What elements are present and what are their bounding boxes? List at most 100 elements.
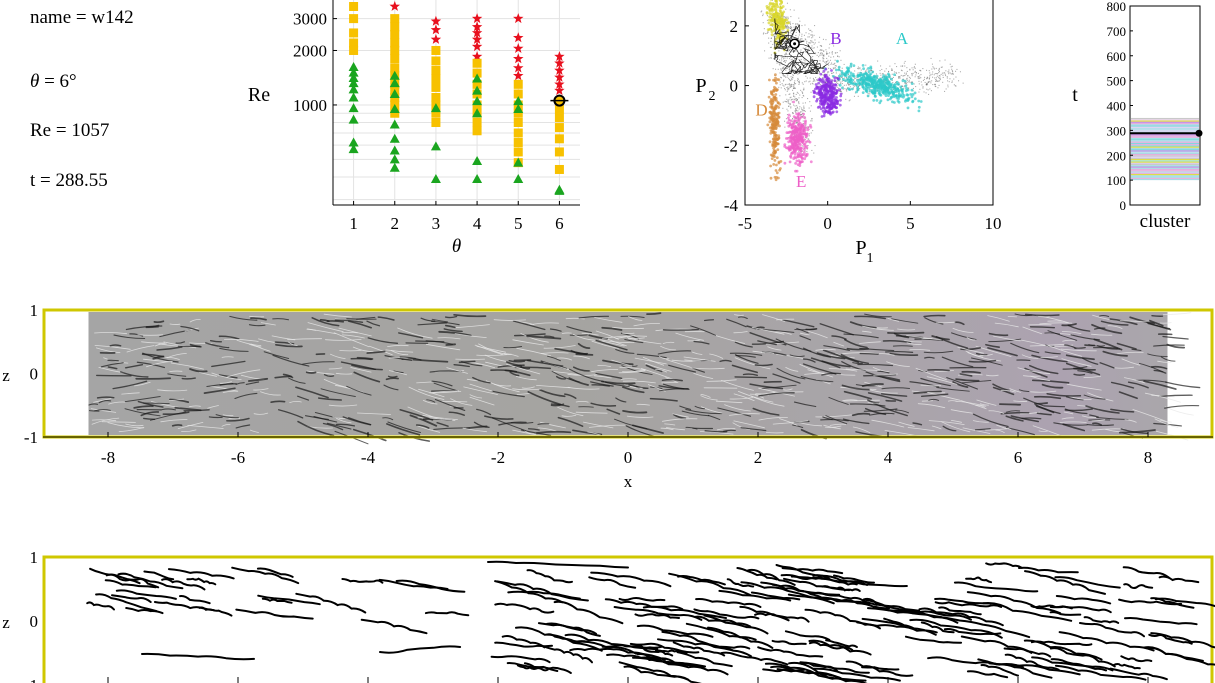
texture-stroke xyxy=(121,392,140,395)
texture-stroke xyxy=(765,432,784,434)
cluster-point xyxy=(827,110,831,114)
gray-point xyxy=(780,47,782,49)
texture-stroke xyxy=(591,340,619,349)
texture-stroke xyxy=(272,318,290,321)
cluster-point xyxy=(835,68,838,72)
texture-stroke xyxy=(693,373,714,379)
texture-stroke xyxy=(1073,373,1086,376)
gray-point xyxy=(779,59,781,61)
texture-stroke xyxy=(906,335,942,341)
texture-stroke xyxy=(734,341,753,348)
gray-point xyxy=(804,150,806,152)
texture-stroke xyxy=(250,429,259,433)
texture-stroke xyxy=(1132,409,1166,422)
gray-point xyxy=(769,46,771,48)
gray-point xyxy=(926,69,928,71)
cluster-point xyxy=(804,120,807,124)
texture-stroke xyxy=(598,339,635,343)
texture-stroke xyxy=(800,376,834,383)
gray-point xyxy=(783,16,785,18)
cluster-point xyxy=(907,97,911,100)
texture-stroke xyxy=(988,332,1009,337)
streak-line xyxy=(965,576,993,584)
gray-point xyxy=(784,57,786,59)
gray-point xyxy=(840,59,842,61)
gray-point xyxy=(790,86,792,88)
texture-stroke xyxy=(96,396,115,399)
gray-point xyxy=(771,0,773,1)
gray-point xyxy=(789,49,791,51)
texture-stroke xyxy=(203,387,236,394)
texture-stroke xyxy=(282,373,294,379)
texture-stroke xyxy=(626,415,654,418)
y-tick-label: 200 xyxy=(1107,148,1127,163)
x-axis-label: cluster xyxy=(1140,211,1191,232)
texture-stroke xyxy=(1127,381,1149,389)
texture-stroke xyxy=(100,362,124,368)
gray-point xyxy=(762,33,764,35)
cluster-time-band xyxy=(1131,151,1199,153)
gray-point xyxy=(895,82,897,84)
texture-stroke xyxy=(942,425,957,432)
gray-point xyxy=(787,17,789,19)
gray-point xyxy=(767,31,769,33)
texture-stroke xyxy=(270,400,286,403)
texture-stroke xyxy=(88,403,99,406)
cluster-time-band xyxy=(1131,124,1199,126)
cluster-point xyxy=(875,80,879,84)
cluster-point xyxy=(769,23,773,27)
gray-point xyxy=(808,135,810,137)
gray-point xyxy=(813,70,815,72)
reynolds-label: Re = 1057 xyxy=(30,120,110,141)
gray-point xyxy=(801,33,803,35)
gray-point xyxy=(951,81,953,83)
cluster-point xyxy=(863,82,867,86)
triangle-marker xyxy=(348,137,359,147)
gray-point xyxy=(812,77,814,79)
scatter-area xyxy=(760,0,964,182)
streak-line xyxy=(141,652,255,661)
cluster-time-band xyxy=(1131,141,1199,143)
texture-stroke xyxy=(1114,366,1134,369)
gray-point xyxy=(911,81,913,83)
texture-stroke xyxy=(444,315,458,319)
gray-point xyxy=(792,67,794,69)
cluster-time-band xyxy=(1131,119,1199,121)
texture-stroke xyxy=(988,338,1022,343)
gray-point xyxy=(784,75,786,77)
cluster-point xyxy=(796,116,800,119)
star-marker xyxy=(389,1,400,11)
texture-stroke xyxy=(1102,350,1128,357)
gray-point xyxy=(914,71,916,73)
texture-stroke xyxy=(1044,332,1061,335)
cluster-point xyxy=(802,150,806,154)
cluster-point xyxy=(780,1,783,5)
cluster-point xyxy=(773,159,777,162)
texture-stroke xyxy=(1087,392,1114,402)
gray-point xyxy=(810,56,812,58)
gray-point xyxy=(929,88,931,90)
texture-stroke xyxy=(333,332,370,348)
gray-point xyxy=(920,70,922,72)
texture-stroke xyxy=(700,395,718,401)
gray-point xyxy=(808,126,810,128)
streak-line xyxy=(167,568,235,580)
streak-line xyxy=(1122,566,1170,579)
current-state-dot xyxy=(793,42,797,46)
streak-line xyxy=(495,580,589,602)
gray-point xyxy=(785,52,787,54)
gray-point xyxy=(789,69,791,71)
frame-border xyxy=(42,555,1214,683)
texture-stroke xyxy=(857,363,894,367)
square-marker xyxy=(390,45,400,55)
gray-point xyxy=(808,33,810,35)
gray-point xyxy=(786,53,788,55)
texture-stroke xyxy=(387,344,409,347)
texture-stroke xyxy=(887,331,925,335)
cluster-point xyxy=(803,125,806,129)
texture-stroke xyxy=(601,326,623,331)
texture-stroke xyxy=(515,376,537,381)
gray-point xyxy=(808,138,810,140)
cluster-point xyxy=(779,18,783,22)
